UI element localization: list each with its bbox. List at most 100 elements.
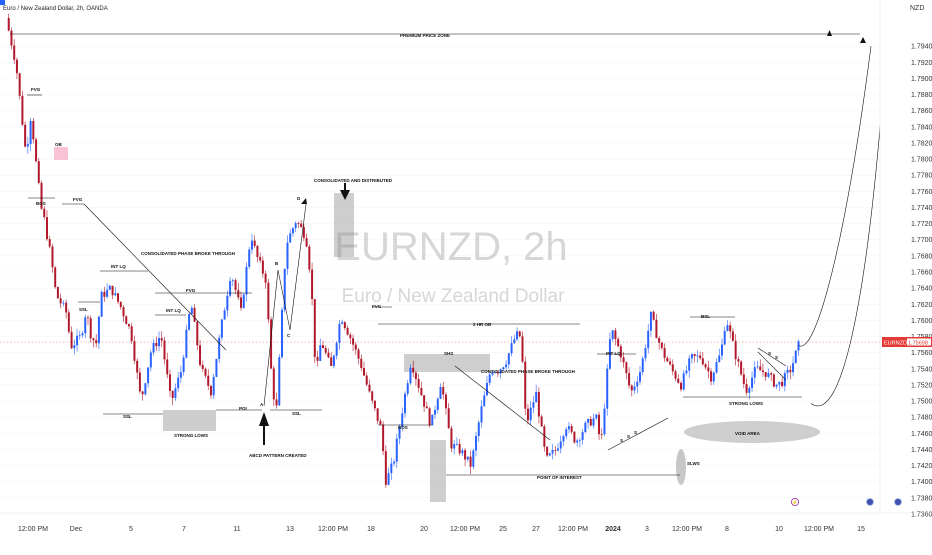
candle-body-262 <box>723 330 726 345</box>
candle-body-272 <box>751 377 754 389</box>
price-tick-20: 1.75400 <box>911 366 932 373</box>
candle-body-85 <box>240 297 243 308</box>
candle-body-83 <box>234 280 237 290</box>
candle-body-225 <box>622 357 625 363</box>
candle-body-126 <box>352 338 355 345</box>
price-tick-10: 1.77400 <box>911 205 932 212</box>
point-c-label: C <box>287 333 291 338</box>
candle-body-99 <box>278 357 281 406</box>
candle-body-210 <box>581 432 584 440</box>
candle-body-232 <box>641 358 644 373</box>
candle-body-256 <box>707 367 710 372</box>
strong-lows-label-2: STRONG LOWS <box>729 401 763 406</box>
candle-body-131 <box>365 375 368 385</box>
candle-body-76 <box>215 358 218 377</box>
price-tick-9: 1.77600 <box>911 189 932 196</box>
candle-body-114 <box>319 345 322 361</box>
annotation-lines <box>10 33 887 476</box>
abcd-created-label: ABCD PATTERN CREATED <box>249 453 307 458</box>
candle-body-157 <box>436 398 439 410</box>
poi-label: POI <box>239 406 247 411</box>
candle-body-190 <box>526 408 529 421</box>
candle-body-267 <box>737 359 740 362</box>
candle-body-246 <box>679 382 682 390</box>
candle-body-47 <box>136 360 139 373</box>
price-tick-1: 1.79200 <box>911 60 932 67</box>
candle-body-40 <box>117 293 120 302</box>
watermark-symbol: EURNZD, 2h <box>334 225 567 269</box>
candle-body-79 <box>223 310 226 320</box>
candle-body-8 <box>29 120 32 145</box>
event-dot-icon-2[interactable] <box>893 497 903 507</box>
candle-body-247 <box>682 373 685 390</box>
int-lq-label-3: INT LQ <box>606 351 621 356</box>
time-tick-16: 8 <box>725 526 729 533</box>
candle-body-236 <box>652 311 655 320</box>
candle-body-227 <box>628 373 631 386</box>
mini-s-label-3: S <box>634 430 637 435</box>
candle-body-161 <box>447 408 450 429</box>
time-tick-2: 5 <box>129 526 133 533</box>
candle-body-38 <box>111 285 114 296</box>
time-tick-13: 2024 <box>605 526 621 533</box>
candle-body-205 <box>567 426 570 430</box>
time-tick-5: 13 <box>286 526 294 533</box>
time-tick-6: 12:00 PM <box>318 526 348 533</box>
candle-body-20 <box>62 302 65 304</box>
point-b-label: B <box>275 261 279 266</box>
candle-body-45 <box>130 326 133 342</box>
candle-body-172 <box>477 422 480 436</box>
candle-body-37 <box>108 285 111 290</box>
candle-body-48 <box>138 372 141 392</box>
candle-body-286 <box>789 369 792 373</box>
candle-body-240 <box>663 347 666 358</box>
price-tick-15: 1.76400 <box>911 286 932 293</box>
candle-body-42 <box>122 307 125 317</box>
fvg-label-4: FVG <box>372 304 382 309</box>
candle-body-183 <box>507 353 510 365</box>
candle-body-124 <box>346 328 349 335</box>
candle-body-97 <box>272 368 275 400</box>
price-tick-11: 1.77200 <box>911 221 932 228</box>
candle-body-164 <box>455 443 458 445</box>
candle-body-184 <box>510 343 513 354</box>
mini-s-label-5: S <box>775 355 778 360</box>
candle-body-219 <box>606 368 609 409</box>
candle-body-125 <box>349 334 352 339</box>
candle-body-95 <box>267 282 270 320</box>
price-badge-inner <box>907 338 931 346</box>
mini-s-label-2: S <box>627 434 630 439</box>
abcd-created-arrow-stem <box>263 425 265 445</box>
candle-body-266 <box>734 340 737 360</box>
candle-body-280 <box>772 374 775 387</box>
trendline-5 <box>757 351 787 381</box>
lightning-icon[interactable] <box>791 497 800 506</box>
candle-body-202 <box>559 441 562 449</box>
candle-body-56 <box>160 338 163 341</box>
candle-body-102 <box>286 242 289 269</box>
candle-body-82 <box>231 280 234 281</box>
candle-body-228 <box>630 385 633 391</box>
candle-body-163 <box>453 444 456 449</box>
candle-body-279 <box>770 373 773 375</box>
candle-body-143 <box>398 426 401 439</box>
abcd-pattern <box>263 203 307 407</box>
candle-body-255 <box>704 364 707 368</box>
price-tick-26: 1.74200 <box>911 463 932 470</box>
candle-body-263 <box>726 325 729 331</box>
candle-body-65 <box>185 329 188 358</box>
bos-label-1: BOS <box>36 201 46 206</box>
candle-body-14 <box>45 217 48 240</box>
candle-body-36 <box>106 289 109 297</box>
price-axis[interactable] <box>880 0 932 550</box>
candle-body-32 <box>95 340 98 344</box>
candle-body-204 <box>565 429 568 437</box>
candle-body-61 <box>174 388 177 398</box>
event-dot-icon[interactable] <box>865 497 875 507</box>
projection-arrow-2 <box>860 37 866 43</box>
candle-body-6 <box>24 124 27 147</box>
candle-body-133 <box>371 391 374 401</box>
candle-body-19 <box>59 298 62 304</box>
